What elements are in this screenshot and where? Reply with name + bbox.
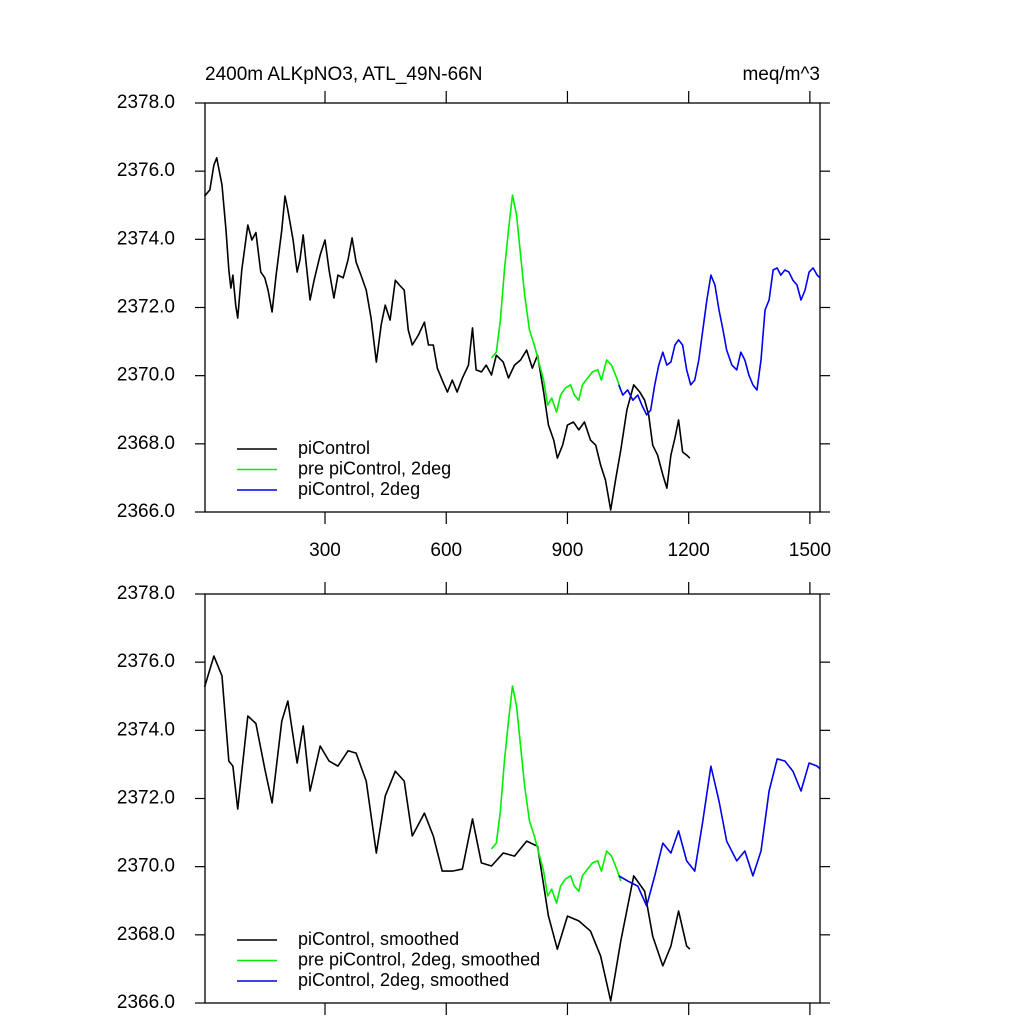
- legend-label: pre piControl, 2deg: [298, 458, 451, 478]
- y-tick-label: 2374.0: [117, 719, 175, 740]
- y-tick-label: 2372.0: [117, 788, 175, 809]
- series-line: [490, 685, 622, 904]
- x-tick-label: 1500: [789, 540, 831, 561]
- legend-label: pre piControl, 2deg, smoothed: [298, 949, 540, 969]
- y-tick-label: 2366.0: [117, 501, 175, 522]
- legend-label: piControl, smoothed: [298, 929, 459, 949]
- series-line: [203, 655, 691, 1002]
- y-tick-label: 2366.0: [117, 992, 175, 1013]
- series-line: [490, 194, 622, 413]
- y-tick-label: 2370.0: [117, 856, 175, 877]
- y-tick-label: 2374.0: [117, 228, 175, 249]
- y-tick-label: 2368.0: [117, 433, 175, 454]
- y-tick-label: 2376.0: [117, 651, 175, 672]
- y-tick-label: 2378.0: [117, 583, 175, 604]
- x-tick-label: 600: [430, 540, 462, 561]
- legend-label: piControl: [298, 438, 370, 458]
- y-tick-label: 2378.0: [117, 92, 175, 113]
- y-tick-label: 2376.0: [117, 160, 175, 181]
- x-tick-label: 900: [552, 540, 584, 561]
- y-tick-label: 2370.0: [117, 365, 175, 386]
- series-line: [618, 758, 821, 907]
- x-tick-label: 1200: [668, 540, 710, 561]
- units-label: meq/m^3: [742, 64, 820, 85]
- series-line: [203, 157, 691, 511]
- series-line: [618, 267, 821, 416]
- y-tick-label: 2372.0: [117, 297, 175, 318]
- y-tick-label: 2368.0: [117, 924, 175, 945]
- legend-label: piControl, 2deg, smoothed: [298, 970, 509, 990]
- chart-title: 2400m ALKpNO3, ATL_49N-66N: [205, 64, 482, 85]
- legend-label: piControl, 2deg: [298, 479, 420, 499]
- x-tick-label: 300: [309, 540, 341, 561]
